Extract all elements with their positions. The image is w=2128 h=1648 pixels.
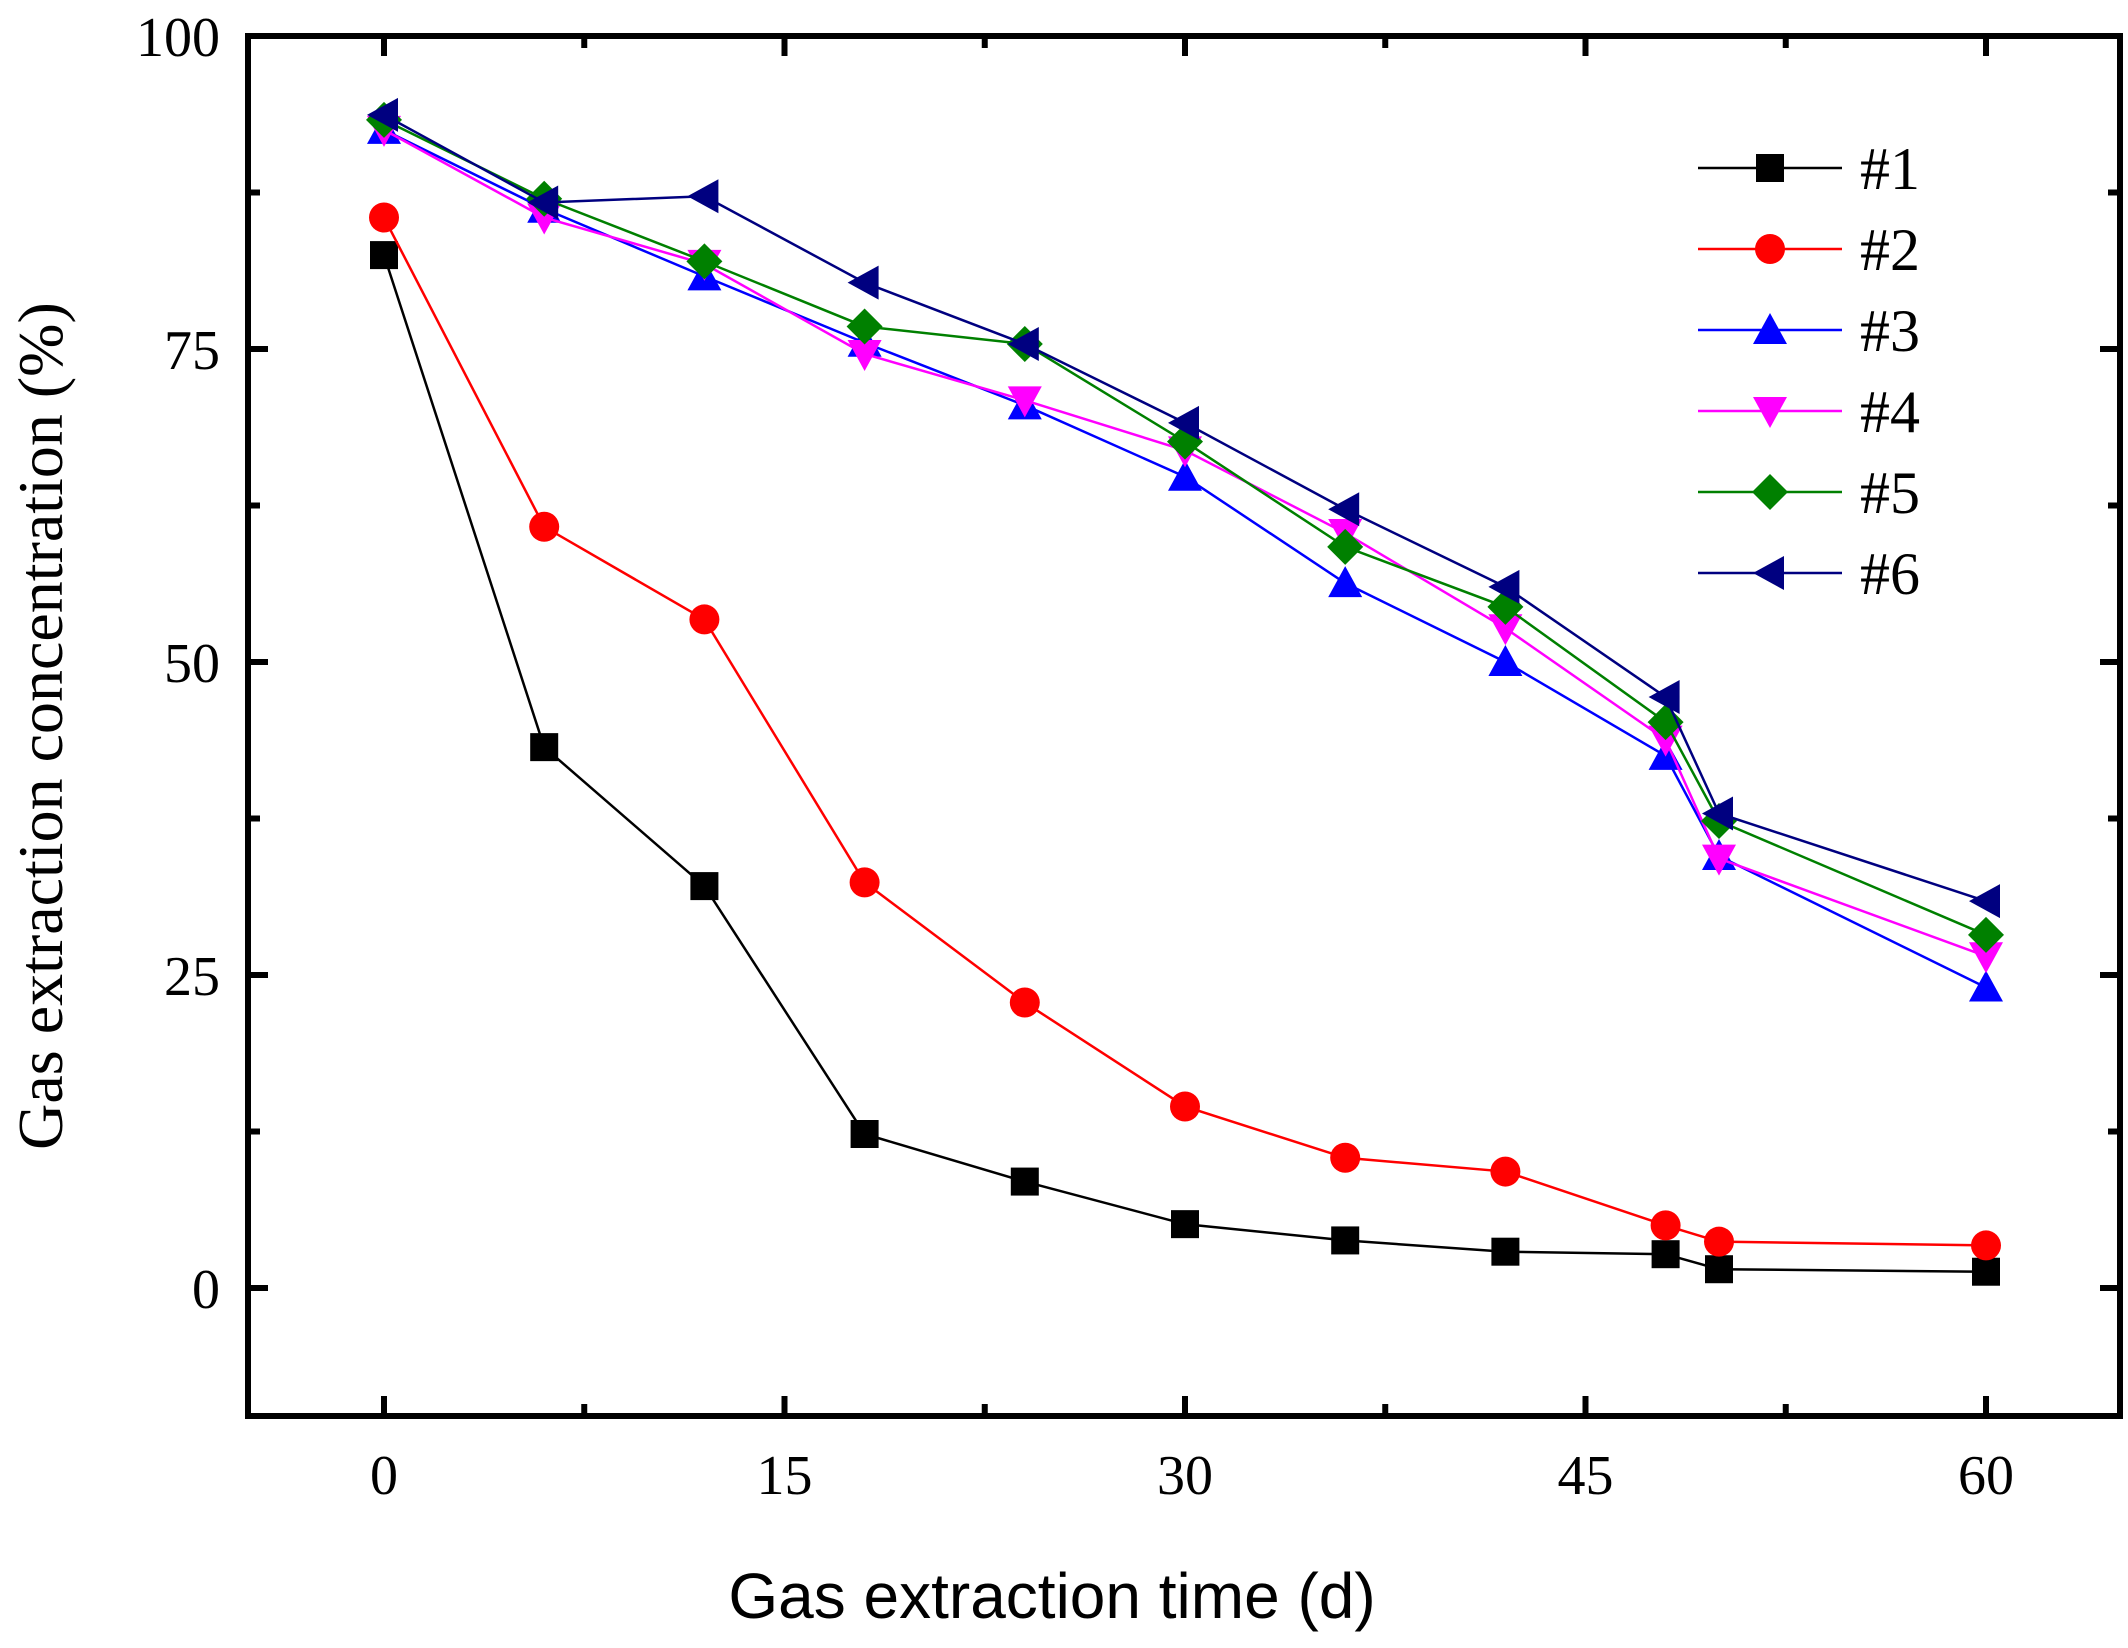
data-point: [1007, 326, 1039, 361]
data-point: [370, 241, 398, 270]
legend-marker: [1755, 234, 1785, 264]
y-axis-title: Gas extraction concentration (%): [5, 302, 76, 1150]
legend-marker: [1753, 397, 1787, 428]
data-point: [689, 604, 720, 635]
x-tick-label: 45: [1558, 1445, 1614, 1507]
legend-item: #3: [1698, 298, 1920, 364]
y-tick-label: 25: [164, 946, 220, 1008]
legend-label: #3: [1860, 298, 1920, 364]
axis-ticks: 0 25 50 75 100 0 15 30 45 60: [136, 7, 2120, 1507]
legend-item: #1: [1698, 136, 1920, 202]
y-tick-label: 0: [192, 1259, 220, 1321]
legend-label: #1: [1860, 136, 1920, 202]
x-tick-label: 0: [370, 1445, 398, 1507]
series-group: [366, 97, 2004, 1286]
data-point: [1010, 1167, 1039, 1196]
data-point: [1490, 1156, 1521, 1187]
data-point: [1648, 680, 1680, 715]
data-point: [1491, 1237, 1520, 1266]
legend-marker: [1756, 154, 1784, 182]
data-point: [686, 243, 723, 280]
series-2: [369, 202, 2001, 1261]
legend-label: #6: [1860, 541, 1920, 607]
data-point: [1969, 970, 2003, 1002]
data-point: [1330, 1142, 1361, 1173]
data-point: [1168, 459, 1202, 491]
x-axis-title: Gas extraction time (d): [728, 1560, 1375, 1632]
legend-item: #2: [1698, 217, 1920, 283]
data-point: [1705, 1255, 1733, 1284]
data-point: [847, 340, 882, 372]
legend-item: #6: [1698, 541, 1920, 607]
data-point: [1702, 796, 1733, 831]
legend-label: #5: [1860, 460, 1920, 526]
series-6: [367, 97, 2000, 919]
data-point: [530, 733, 559, 762]
y-tick-label: 100: [136, 7, 220, 69]
legend: #1 #2 #3 #4 #5 #6: [1698, 136, 1920, 607]
data-point: [1647, 704, 1684, 741]
series-line: [383, 113, 1987, 903]
data-point: [369, 202, 399, 233]
data-point: [1327, 528, 1364, 565]
data-point: [1328, 492, 1360, 527]
data-point: [850, 1120, 879, 1149]
legend-marker: [1752, 474, 1788, 510]
data-point: [1648, 725, 1683, 757]
data-point: [1328, 566, 1363, 598]
legend-marker: [1753, 556, 1784, 590]
data-point: [1488, 614, 1523, 646]
legend-item: #4: [1698, 379, 1920, 445]
legend-label: #4: [1860, 379, 1920, 445]
data-point: [1488, 645, 1523, 676]
data-point: [527, 185, 559, 220]
data-point: [1972, 1257, 2000, 1286]
data-point: [529, 511, 560, 542]
data-point: [1971, 1230, 2001, 1261]
y-tick-label: 75: [164, 320, 220, 382]
data-point: [1702, 844, 1736, 876]
legend-marker: [1753, 313, 1787, 344]
legend-label: #2: [1860, 217, 1920, 283]
data-point: [1968, 916, 2004, 953]
x-tick-label: 30: [1157, 1445, 1213, 1507]
series-1: [370, 241, 2000, 1286]
data-point: [1170, 1091, 1200, 1122]
data-point: [1969, 884, 2000, 919]
data-point: [1969, 942, 2003, 974]
legend-item: #5: [1698, 460, 1920, 526]
data-point: [367, 97, 398, 132]
data-point: [1651, 1240, 1680, 1269]
data-point: [1168, 405, 1199, 440]
plot-frame: [245, 33, 2123, 1419]
data-point: [1650, 1210, 1681, 1241]
data-point: [1331, 1226, 1360, 1255]
data-point: [690, 872, 719, 901]
y-tick-label: 50: [164, 633, 220, 695]
data-point: [1171, 1210, 1199, 1239]
series-line: [383, 128, 1987, 989]
data-point: [1009, 987, 1040, 1018]
data-point: [1488, 569, 1520, 604]
x-tick-label: 60: [1958, 1445, 2014, 1507]
x-tick-label: 15: [757, 1445, 813, 1507]
data-point: [846, 308, 883, 345]
data-point: [847, 265, 879, 300]
data-point: [849, 867, 880, 898]
series-line: [382, 216, 1987, 1247]
data-point: [687, 179, 719, 214]
data-point: [1007, 386, 1042, 418]
data-point: [1704, 1226, 1734, 1257]
